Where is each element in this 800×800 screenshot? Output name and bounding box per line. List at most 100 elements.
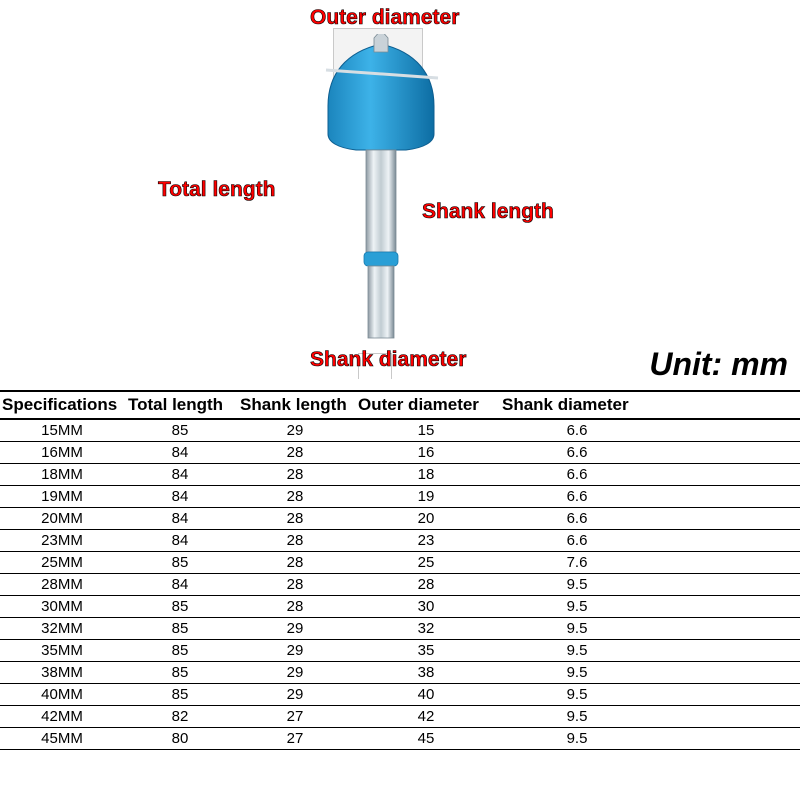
table-cell: 9.5 xyxy=(498,662,656,684)
table-cell: 9.5 xyxy=(498,640,656,662)
table-cell xyxy=(656,662,728,684)
table-cell xyxy=(728,552,800,574)
table-cell xyxy=(656,486,728,508)
table-cell: 84 xyxy=(124,464,236,486)
column-header xyxy=(728,391,800,419)
column-header: Shank length xyxy=(236,391,354,419)
table-cell: 20MM xyxy=(0,508,124,530)
table-cell xyxy=(728,706,800,728)
table-cell: 85 xyxy=(124,419,236,442)
table-cell: 29 xyxy=(236,684,354,706)
label-total-length: Total length xyxy=(158,178,275,202)
table-cell xyxy=(728,574,800,596)
table-cell xyxy=(728,530,800,552)
column-header xyxy=(656,391,728,419)
table-cell: 7.6 xyxy=(498,552,656,574)
table-row: 35MM8529359.5 xyxy=(0,640,800,662)
table-cell: 29 xyxy=(236,640,354,662)
table-cell xyxy=(728,728,800,750)
table-cell: 6.6 xyxy=(498,464,656,486)
table-row: 19MM8428196.6 xyxy=(0,486,800,508)
table-cell: 27 xyxy=(236,728,354,750)
table-row: 20MM8428206.6 xyxy=(0,508,800,530)
table-cell: 38MM xyxy=(0,662,124,684)
table-cell: 28 xyxy=(236,442,354,464)
table-cell xyxy=(656,618,728,640)
table-cell: 23 xyxy=(354,530,498,552)
table-cell: 84 xyxy=(124,574,236,596)
table-cell: 27 xyxy=(236,706,354,728)
table-cell xyxy=(656,728,728,750)
table-cell: 28 xyxy=(236,596,354,618)
table-row: 23MM8428236.6 xyxy=(0,530,800,552)
table-cell: 18 xyxy=(354,464,498,486)
table-header: SpecificationsTotal lengthShank lengthOu… xyxy=(0,391,800,419)
table-cell: 29 xyxy=(236,419,354,442)
table-cell: 80 xyxy=(124,728,236,750)
table-cell: 25MM xyxy=(0,552,124,574)
table-cell: 28MM xyxy=(0,574,124,596)
table-row: 15MM8529156.6 xyxy=(0,419,800,442)
table-cell xyxy=(656,464,728,486)
table-cell: 20 xyxy=(354,508,498,530)
diagram-area: Outer diameter Total length Shank length… xyxy=(0,0,800,390)
table-row: 16MM8428166.6 xyxy=(0,442,800,464)
table-cell xyxy=(656,640,728,662)
table-cell: 45 xyxy=(354,728,498,750)
table-cell: 42 xyxy=(354,706,498,728)
table-row: 45MM8027459.5 xyxy=(0,728,800,750)
label-shank-diameter: Shank diameter xyxy=(310,348,466,372)
table-cell: 28 xyxy=(236,574,354,596)
table-cell xyxy=(728,486,800,508)
table-cell xyxy=(728,508,800,530)
table-cell: 85 xyxy=(124,596,236,618)
table-cell: 35 xyxy=(354,640,498,662)
table-cell: 38 xyxy=(354,662,498,684)
table-cell: 9.5 xyxy=(498,574,656,596)
table-cell xyxy=(656,508,728,530)
spec-table: SpecificationsTotal lengthShank lengthOu… xyxy=(0,390,800,750)
table-cell: 28 xyxy=(354,574,498,596)
table-cell: 15 xyxy=(354,419,498,442)
table-cell: 9.5 xyxy=(498,684,656,706)
table-cell xyxy=(656,530,728,552)
table-cell xyxy=(728,684,800,706)
table-cell: 9.5 xyxy=(498,618,656,640)
table-cell xyxy=(728,618,800,640)
table-cell: 25 xyxy=(354,552,498,574)
table-cell: 30MM xyxy=(0,596,124,618)
table-cell: 29 xyxy=(236,618,354,640)
table-cell xyxy=(656,706,728,728)
table-cell: 30 xyxy=(354,596,498,618)
table-cell xyxy=(728,464,800,486)
table-row: 38MM8529389.5 xyxy=(0,662,800,684)
table-cell: 16 xyxy=(354,442,498,464)
unit-label: Unit: mm xyxy=(649,346,788,383)
table-cell: 32MM xyxy=(0,618,124,640)
table-cell: 16MM xyxy=(0,442,124,464)
table-cell: 84 xyxy=(124,508,236,530)
table-cell xyxy=(656,684,728,706)
table-cell: 6.6 xyxy=(498,530,656,552)
column-header: Outer diameter xyxy=(354,391,498,419)
table-row: 42MM8227429.5 xyxy=(0,706,800,728)
table-cell: 28 xyxy=(236,486,354,508)
table-cell xyxy=(728,419,800,442)
table-cell: 28 xyxy=(236,464,354,486)
table-cell: 6.6 xyxy=(498,508,656,530)
table-cell: 15MM xyxy=(0,419,124,442)
table-cell xyxy=(728,596,800,618)
table-cell xyxy=(656,596,728,618)
table-cell: 23MM xyxy=(0,530,124,552)
table-cell: 40 xyxy=(354,684,498,706)
table-cell: 6.6 xyxy=(498,419,656,442)
table-cell: 28 xyxy=(236,508,354,530)
table-cell: 84 xyxy=(124,442,236,464)
table-cell: 32 xyxy=(354,618,498,640)
table-cell: 85 xyxy=(124,662,236,684)
table-cell: 84 xyxy=(124,530,236,552)
table-cell: 9.5 xyxy=(498,728,656,750)
table-cell xyxy=(728,442,800,464)
table-cell: 85 xyxy=(124,640,236,662)
table-cell xyxy=(656,442,728,464)
